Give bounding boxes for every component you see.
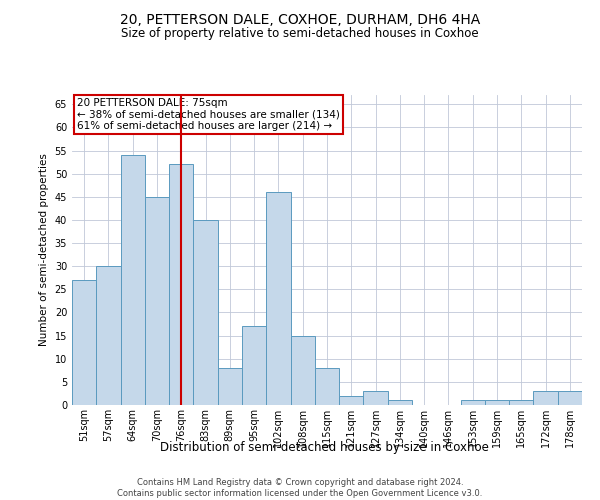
Bar xyxy=(218,368,242,405)
Bar xyxy=(145,197,169,405)
Bar xyxy=(558,391,582,405)
Bar xyxy=(461,400,485,405)
Bar xyxy=(242,326,266,405)
Text: Contains HM Land Registry data © Crown copyright and database right 2024.
Contai: Contains HM Land Registry data © Crown c… xyxy=(118,478,482,498)
Bar xyxy=(96,266,121,405)
Bar xyxy=(121,155,145,405)
Bar xyxy=(364,391,388,405)
Text: Distribution of semi-detached houses by size in Coxhoe: Distribution of semi-detached houses by … xyxy=(160,441,488,454)
Bar xyxy=(485,400,509,405)
Bar xyxy=(533,391,558,405)
Text: Size of property relative to semi-detached houses in Coxhoe: Size of property relative to semi-detach… xyxy=(121,28,479,40)
Y-axis label: Number of semi-detached properties: Number of semi-detached properties xyxy=(39,154,49,346)
Bar xyxy=(72,280,96,405)
Bar xyxy=(315,368,339,405)
Bar xyxy=(339,396,364,405)
Bar xyxy=(290,336,315,405)
Bar xyxy=(169,164,193,405)
Bar xyxy=(266,192,290,405)
Bar xyxy=(388,400,412,405)
Text: 20, PETTERSON DALE, COXHOE, DURHAM, DH6 4HA: 20, PETTERSON DALE, COXHOE, DURHAM, DH6 … xyxy=(120,12,480,26)
Text: 20 PETTERSON DALE: 75sqm
← 38% of semi-detached houses are smaller (134)
61% of : 20 PETTERSON DALE: 75sqm ← 38% of semi-d… xyxy=(77,98,340,132)
Bar xyxy=(509,400,533,405)
Bar xyxy=(193,220,218,405)
